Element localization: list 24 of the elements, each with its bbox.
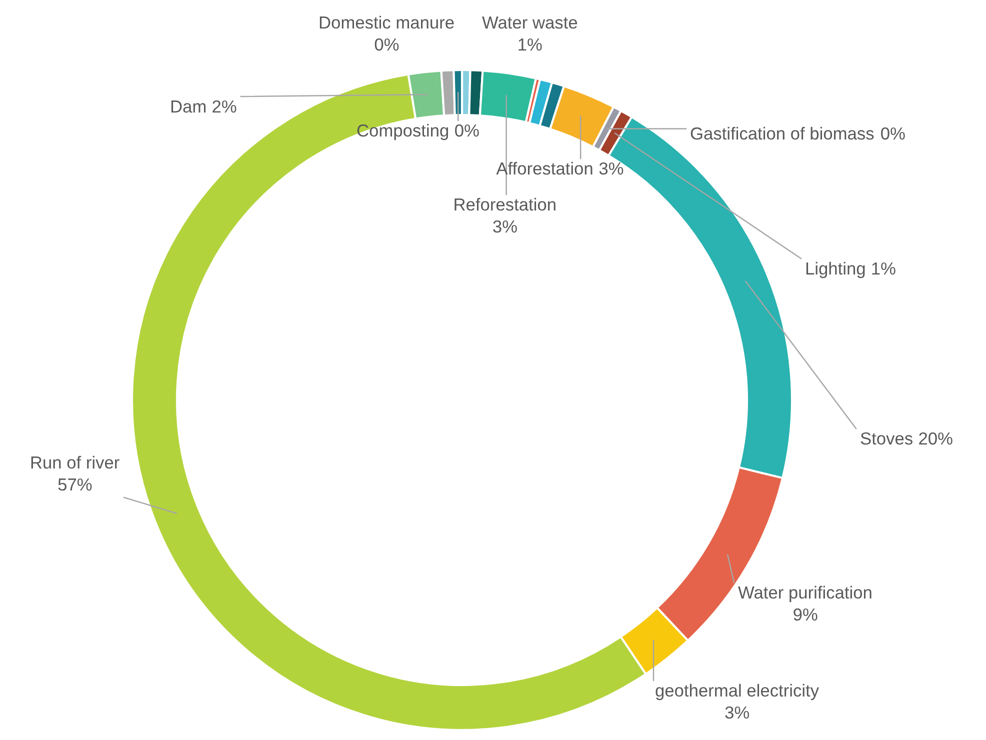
slice-label: Lighting — [806, 262, 865, 278]
data-label: 3% — [599, 162, 624, 175]
slice-label: Gastification of biomass — [690, 126, 874, 140]
slice-label: Domestic manure — [320, 16, 454, 29]
data-label: 57% — [58, 478, 92, 491]
slice-label: Dam — [171, 100, 206, 113]
data-label: 0% — [881, 127, 905, 140]
slice-label: Water purification — [738, 586, 872, 602]
data-label: 3% — [493, 220, 517, 233]
data-label: 2% — [212, 100, 236, 113]
data-label: 9% — [794, 608, 818, 621]
data-label: 3% — [725, 706, 750, 719]
slice-label: geothermal electricity — [656, 684, 819, 700]
slice-label: Water waste — [482, 16, 578, 29]
slice-label: Reforestation — [454, 198, 556, 211]
data-label: 20% — [919, 432, 952, 445]
slice-label: Stoves — [860, 432, 912, 445]
slice-label: Afforestation — [496, 162, 592, 175]
data-label: 1% — [518, 38, 542, 51]
slice-label: Composting — [357, 124, 448, 140]
data-label: 0% — [455, 124, 479, 137]
data-label: 0% — [374, 38, 399, 51]
data-label: 1% — [872, 262, 896, 275]
slice-label: Run of river — [31, 456, 120, 469]
